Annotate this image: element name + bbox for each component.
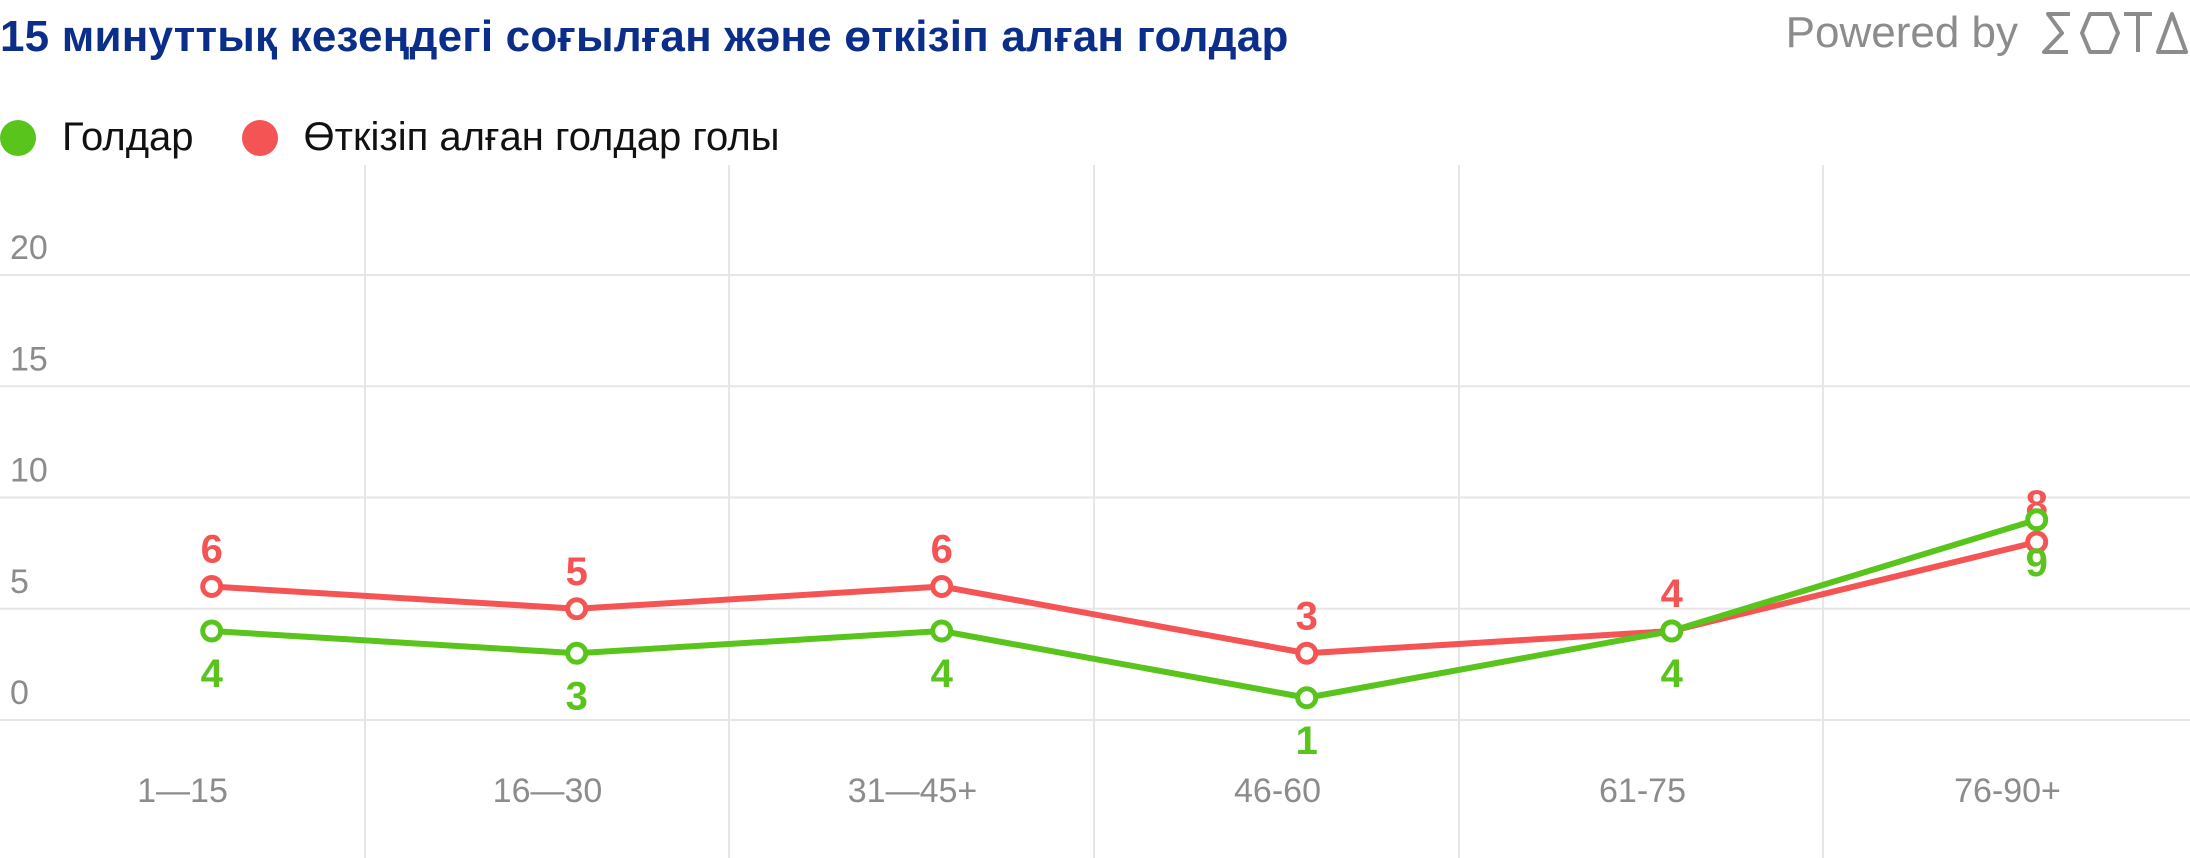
chart-title: 15 минуттық кезеңдегі соғылған және өткі… [0,12,1289,61]
y-tick-label: 0 [10,674,29,712]
data-point [200,575,224,598]
y-tick-label: 5 [10,563,29,601]
data-point [930,619,954,643]
x-tick-label: 1—15 [137,772,228,810]
data-point [1660,619,1684,643]
data-label: 3 [566,674,588,718]
x-tick-label: 31—45+ [848,772,978,810]
legend-item-goals[interactable]: Голдар [0,115,194,160]
data-label: 5 [566,550,588,594]
x-tick-label: 16—30 [493,772,603,810]
data-point [200,619,224,643]
powered-by-label: Powered by [1785,8,2018,57]
sota-logo-icon [2042,12,2188,54]
data-point [1295,686,1319,710]
legend-dot-goals [0,119,36,156]
legend-item-conceded[interactable]: Өткізіп алған голдар голы [241,115,780,160]
y-tick-label: 20 [10,229,48,267]
x-tick-label: 61-75 [1599,772,1686,810]
legend-label-conceded: Өткізіп алған голдар голы [303,115,780,159]
legend-dot-conceded [241,119,278,156]
y-tick-label: 15 [10,340,48,378]
data-point [2025,530,2049,554]
series-line [211,516,2038,701]
series-line [211,539,2038,657]
legend-label-goals: Голдар [62,115,194,159]
data-label: 6 [201,528,223,572]
powered-by: Powered by [1786,8,2190,58]
data-label: 4 [1661,572,1684,616]
data-label: 6 [931,528,953,572]
data-point [2025,508,2049,532]
data-point [1295,641,1319,665]
data-label: 3 [1296,594,1318,638]
data-point [930,575,954,598]
data-label: 1 [1296,719,1318,763]
data-point [565,641,589,665]
x-tick-label: 76-90+ [1954,772,2061,810]
data-point [565,597,589,621]
data-label: 4 [1661,652,1684,696]
x-tick-label: 46-60 [1234,772,1321,810]
data-label: 9 [2026,541,2048,585]
data-label: 4 [931,652,954,696]
data-label: 4 [201,652,224,696]
chart-legend: Голдар Өткізіп алған голдар голы [0,115,828,160]
y-tick-label: 10 [10,452,48,490]
